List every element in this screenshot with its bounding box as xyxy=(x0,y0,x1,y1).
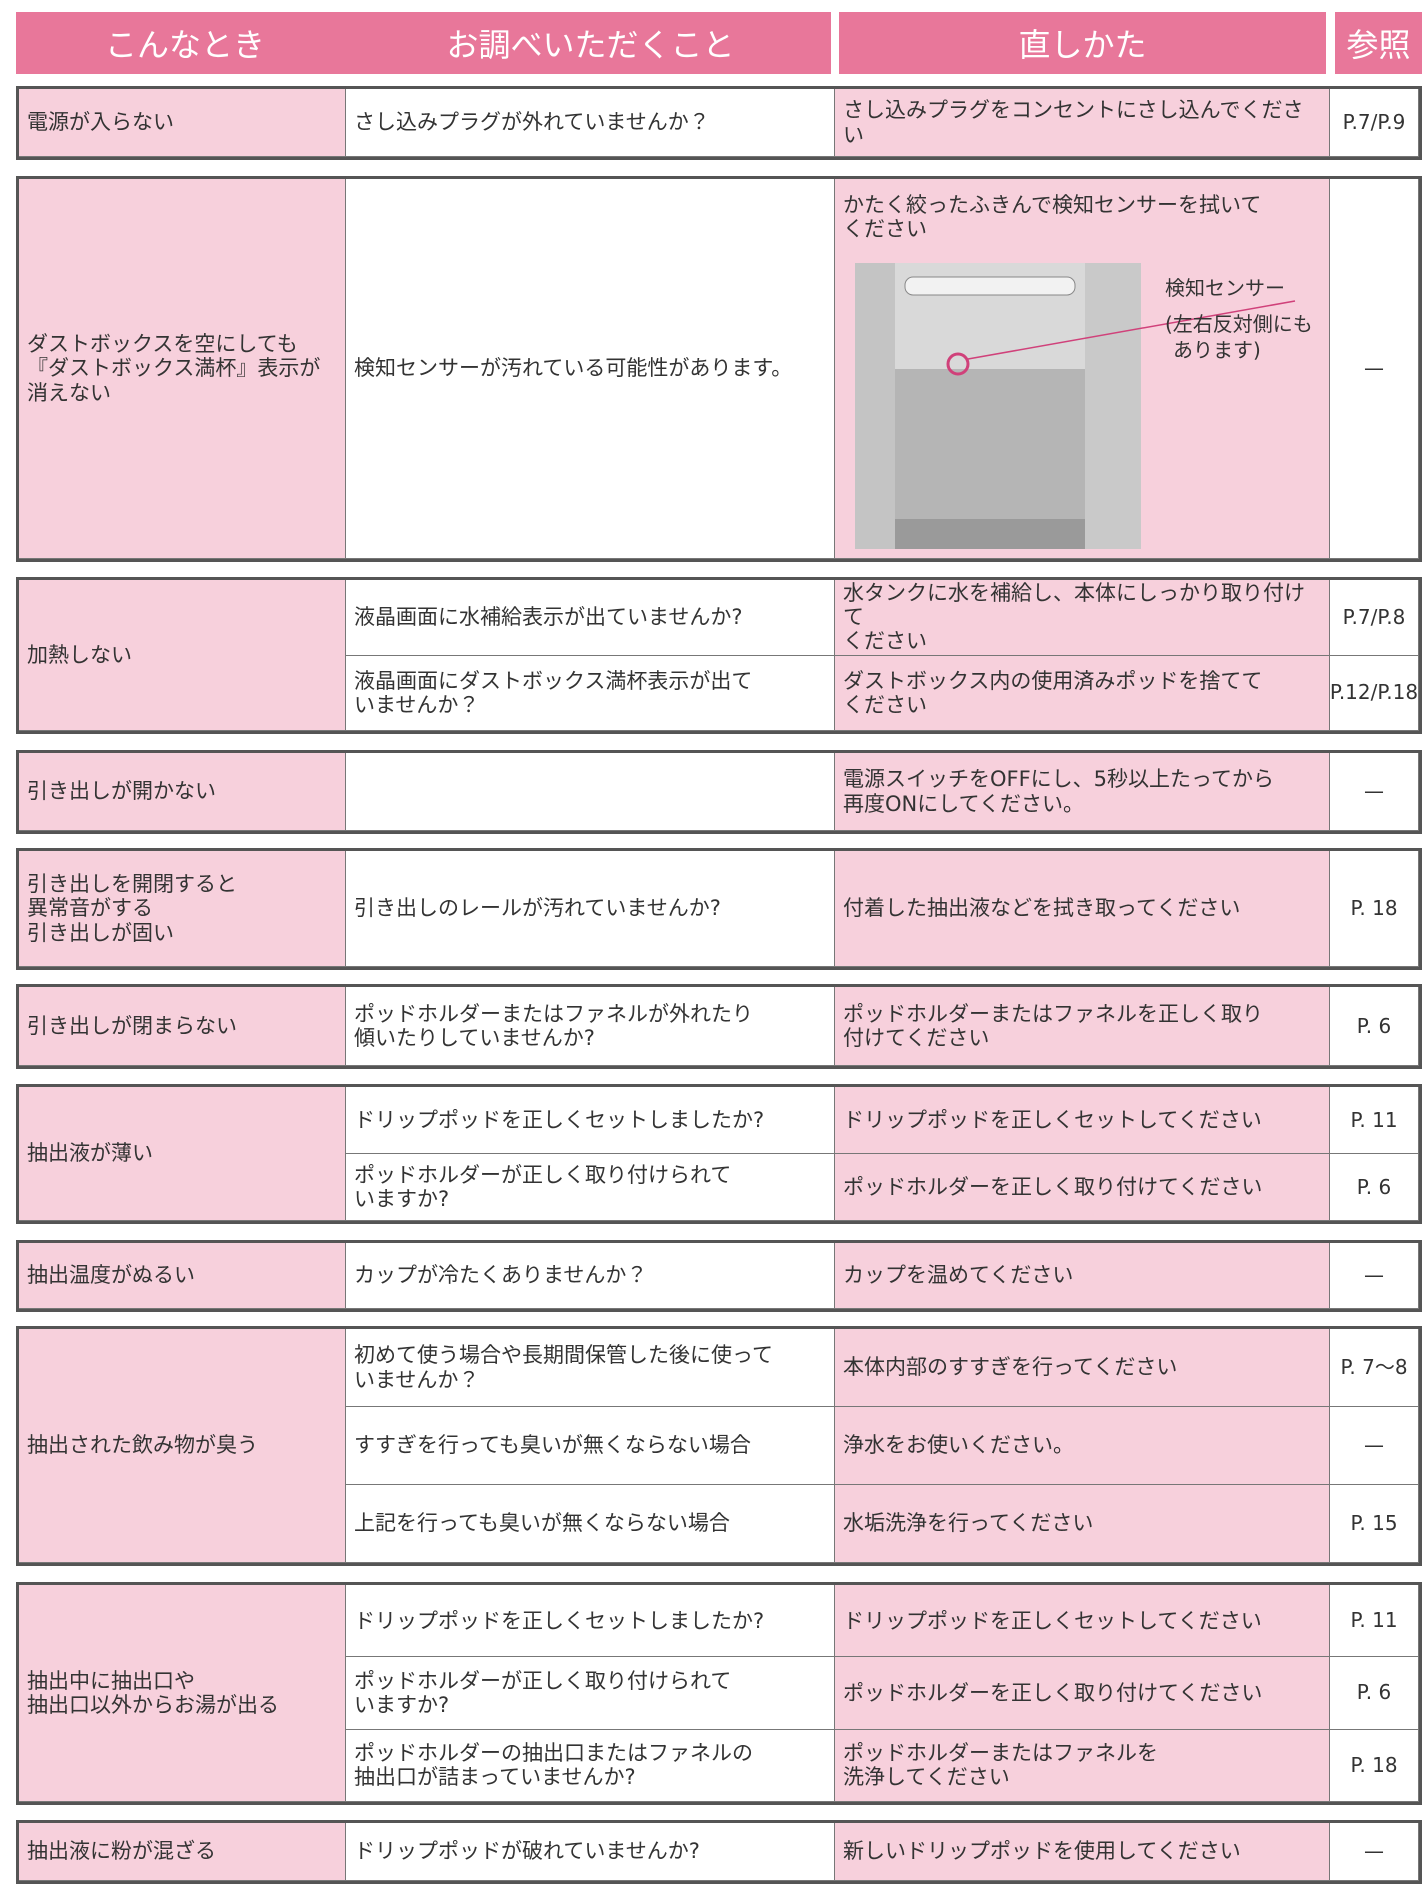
fix-cell: 本体内部のすすぎを行ってください xyxy=(835,1329,1330,1407)
group: 電源が入らない さし込みプラグが外れていませんか？ さし込みプラグをコンセントにさし… xyxy=(16,86,1422,160)
ref-cell: P. 6 xyxy=(1330,987,1419,1066)
check-cell: ドリップポッドが破れていませんか? xyxy=(346,1823,835,1881)
fix-cell: 浄水をお使いください。 xyxy=(835,1407,1330,1485)
symptom-cell: 引き出しが閉まらない xyxy=(19,987,346,1066)
check-cell: すすぎを行っても臭いが無くならない場合 xyxy=(346,1407,835,1485)
fix-cell: 電源スイッチをOFFにし、5秒以上たってから 再度ONにしてください。 xyxy=(835,753,1330,831)
fix-cell: カップを温めてください xyxy=(835,1243,1330,1309)
check-cell: ドリップポッドを正しくセットしましたか? xyxy=(346,1087,835,1154)
symptom-cell: 加熱しない xyxy=(19,580,346,731)
check-cell: さし込みプラグが外れていませんか？ xyxy=(346,89,835,157)
group: 抽出液が薄い ドリップポッドを正しくセットしましたか? ドリップポッドを正しくセット… xyxy=(16,1084,1422,1224)
group: 引き出しが開かない 電源スイッチをOFFにし、5秒以上たってから 再度ONにしてく… xyxy=(16,750,1422,834)
group: 引き出しが閉まらない ポッドホルダーまたはファネルが外れたり 傾いたりしていません… xyxy=(16,984,1422,1069)
chamber xyxy=(895,369,1085,519)
check-cell: カップが冷たくありませんか？ xyxy=(346,1243,835,1309)
ref-cell: — xyxy=(1330,1407,1419,1485)
header-cell: 直しかた xyxy=(839,12,1326,74)
fix-cell: ポッドホルダーまたはファネルを正しく取り 付けてください xyxy=(835,987,1330,1066)
ref-cell: — xyxy=(1330,179,1419,559)
ref-cell: P.12/P.18 xyxy=(1330,655,1419,731)
ref-cell: — xyxy=(1330,1243,1419,1309)
ref-cell: P. 11 xyxy=(1330,1585,1419,1658)
group: 引き出しを開閉すると 異常音がする 引き出しが固い 引き出しのレールが汚れていませ… xyxy=(16,848,1422,970)
symptom-cell: 引き出しを開閉すると 異常音がする 引き出しが固い xyxy=(19,851,346,967)
symptom-cell: 抽出温度がぬるい xyxy=(19,1243,346,1309)
check-cell: 検知センサーが汚れている可能性があります。 xyxy=(346,179,835,559)
check-cell: ポッドホルダーの抽出口またはファネルの 抽出口が詰まっていませんか? xyxy=(346,1729,835,1802)
ref-cell: — xyxy=(1330,753,1419,831)
fix-cell: 付着した抽出液などを拭き取ってください xyxy=(835,851,1330,967)
sensor-label: 検知センサー xyxy=(1165,276,1285,300)
tray xyxy=(895,519,1085,549)
check-cell xyxy=(346,753,835,831)
check-cell: 初めて使う場合や長期間保管した後に使って いませんか？ xyxy=(346,1329,835,1407)
fix-cell: ポッドホルダーを正しく取り付けてください xyxy=(835,1154,1330,1221)
symptom-cell: 抽出中に抽出口や 抽出口以外からお湯が出る xyxy=(19,1585,346,1802)
ref-cell: P. 6 xyxy=(1330,1154,1419,1221)
ref-cell: — xyxy=(1330,1823,1419,1881)
fix-cell: 新しいドリップポッドを使用してください xyxy=(835,1823,1330,1881)
check-cell: 液晶画面に水補給表示が出ていませんか? xyxy=(346,580,835,656)
fix-cell: ドリップポッドを正しくセットしてください xyxy=(835,1585,1330,1658)
symptom-cell: ダストボックスを空にしても 『ダストボックス満杯』表示が 消えない xyxy=(19,179,346,559)
group: 加熱しない 液晶画面に水補給表示が出ていませんか? 水タンクに水を補給し、本体にしっ… xyxy=(16,577,1422,734)
fix-cell: ドリップポッドを正しくセットしてください xyxy=(835,1087,1330,1154)
check-cell: 液晶画面にダストボックス満杯表示が出て いませんか？ xyxy=(346,655,835,731)
group: 抽出された飲み物が臭う 初めて使う場合や長期間保管した後に使って いませんか？ 本体… xyxy=(16,1326,1422,1566)
handle xyxy=(904,276,1076,296)
ref-cell: P. 18 xyxy=(1330,1729,1419,1802)
check-cell: ポッドホルダーが正しく取り付けられて いますか? xyxy=(346,1657,835,1730)
fix-cell: かたく絞ったふきんで検知センサーを拭いて ください 検知センサー (左右反対側にも… xyxy=(835,179,1330,559)
header-cell: 参照 xyxy=(1335,12,1422,74)
side-panel xyxy=(1085,263,1141,549)
ref-cell: P. 7～8 xyxy=(1330,1329,1419,1407)
ref-cell: P.7/P.8 xyxy=(1330,580,1419,656)
leader-line xyxy=(967,300,1296,360)
group: 抽出温度がぬるい カップが冷たくありませんか？ カップを温めてください — xyxy=(16,1240,1422,1312)
group: 抽出液に粉が混ざる ドリップポッドが破れていませんか? 新しいドリップポッドを使用し… xyxy=(16,1820,1422,1884)
check-cell: 上記を行っても臭いが無くならない場合 xyxy=(346,1485,835,1563)
sensor-marker xyxy=(946,352,970,376)
ref-cell: P. 15 xyxy=(1330,1485,1419,1563)
header-cell: こんなとき xyxy=(16,12,354,74)
symptom-cell: 抽出液に粉が混ざる xyxy=(19,1823,346,1881)
fix-cell: ポッドホルダーまたはファネルを 洗浄してください xyxy=(835,1729,1330,1802)
ref-cell: P. 6 xyxy=(1330,1657,1419,1730)
check-cell: 引き出しのレールが汚れていませんか? xyxy=(346,851,835,967)
sensor-illustration: 検知センサー (左右反対側にもあります) xyxy=(855,263,1313,549)
side-panel xyxy=(855,263,895,549)
check-cell: ポッドホルダーまたはファネルが外れたり 傾いたりしていませんか? xyxy=(346,987,835,1066)
fix-cell: 水垢洗浄を行ってください xyxy=(835,1485,1330,1563)
symptom-cell: 抽出された飲み物が臭う xyxy=(19,1329,346,1563)
symptom-cell: 電源が入らない xyxy=(19,89,346,157)
header-cell: お調べいただくこと xyxy=(350,12,831,74)
check-cell: ドリップポッドを正しくセットしましたか? xyxy=(346,1585,835,1658)
fix-cell: ダストボックス内の使用済みポッドを捨てて ください xyxy=(835,655,1330,731)
sensor-note: (左右反対側にもあります) xyxy=(1165,312,1313,362)
ref-cell: P. 11 xyxy=(1330,1087,1419,1154)
symptom-cell: 抽出液が薄い xyxy=(19,1087,346,1221)
ref-cell: P.7/P.9 xyxy=(1330,89,1419,157)
fix-cell: さし込みプラグをコンセントにさし込んでください xyxy=(835,89,1330,157)
fix-cell: ポッドホルダーを正しく取り付けてください xyxy=(835,1657,1330,1730)
group: ダストボックスを空にしても 『ダストボックス満杯』表示が 消えない 検知センサーが… xyxy=(16,176,1422,562)
check-cell: ポッドホルダーが正しく取り付けられて いますか? xyxy=(346,1154,835,1221)
ref-cell: P. 18 xyxy=(1330,851,1419,967)
symptom-cell: 引き出しが開かない xyxy=(19,753,346,831)
group: 抽出中に抽出口や 抽出口以外からお湯が出る ドリップポッドを正しくセットしましたか… xyxy=(16,1582,1422,1805)
fix-cell: 水タンクに水を補給し、本体にしっかり取り付けて ください xyxy=(835,580,1330,656)
